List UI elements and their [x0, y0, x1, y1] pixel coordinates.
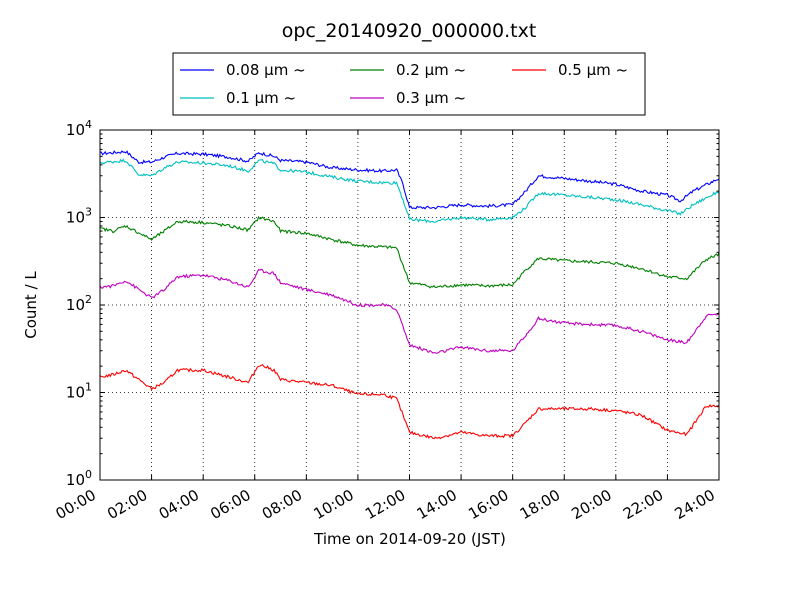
series-line: [99, 150, 720, 210]
legend-label: 0.2 µm ~: [396, 61, 466, 79]
y-tick-label: 101: [66, 381, 92, 402]
x-tick-label: 02:00: [104, 486, 150, 523]
x-tick-label: 04:00: [156, 486, 202, 523]
x-axis-label: Time on 2014-09-20 (JST): [313, 530, 506, 548]
y-tick-label: 104: [66, 118, 92, 139]
y-tick-exponent: 4: [85, 118, 92, 131]
x-tick-label: 12:00: [362, 486, 408, 523]
y-tick-base: 10: [66, 209, 85, 227]
legend-label: 0.3 µm ~: [396, 89, 466, 107]
y-tick-exponent: 1: [85, 381, 92, 394]
x-tick-label: 16:00: [465, 486, 511, 523]
y-tick-base: 10: [66, 384, 85, 402]
x-tick-label: 06:00: [207, 486, 253, 523]
y-tick-label: 100: [66, 468, 92, 489]
x-tick-label: 20:00: [568, 486, 614, 523]
x-tick-label: 24:00: [672, 486, 718, 523]
series-lines: [99, 150, 720, 440]
y-tick-exponent: 3: [85, 206, 92, 219]
series-line: [99, 215, 720, 289]
legend-frame: [172, 52, 646, 116]
legend: 0.08 µm ~ 0.1 µm ~ 0.2 µm ~ 0.3 µm ~ 0.5 µm …: [172, 52, 646, 116]
x-tick-label: 18:00: [517, 486, 563, 523]
x-tick-label: 22:00: [620, 486, 666, 523]
y-tick-base: 10: [66, 296, 85, 314]
y-axis-label: Count / L: [22, 271, 40, 339]
x-tick-label: 14:00: [414, 486, 460, 523]
legend-label: 0.1 µm ~: [226, 89, 296, 107]
legend-label: 0.08 µm ~: [226, 61, 306, 79]
series-line: [99, 268, 720, 354]
y-tick-base: 10: [66, 471, 85, 489]
y-tick-exponent: 0: [85, 468, 92, 481]
chart-title: opc_20140920_000000.txt: [282, 20, 537, 42]
x-tick-labels: 00:00 02:00 04:00 06:00 08:00 10:00 12:00 14:00…: [53, 486, 718, 523]
legend-label: 0.5 µm ~: [558, 61, 628, 79]
y-tick-exponent: 2: [85, 293, 92, 306]
series-line: [99, 364, 720, 440]
axis-ticks: [99, 129, 720, 481]
x-tick-label: 08:00: [259, 486, 305, 523]
x-tick-label: 00:00: [53, 486, 99, 523]
y-tick-label: 102: [66, 293, 92, 314]
series-line: [99, 158, 720, 224]
y-tick-label: 103: [66, 206, 92, 227]
grid: [100, 130, 719, 480]
y-tick-base: 10: [66, 121, 85, 139]
x-tick-label: 10:00: [310, 486, 356, 523]
